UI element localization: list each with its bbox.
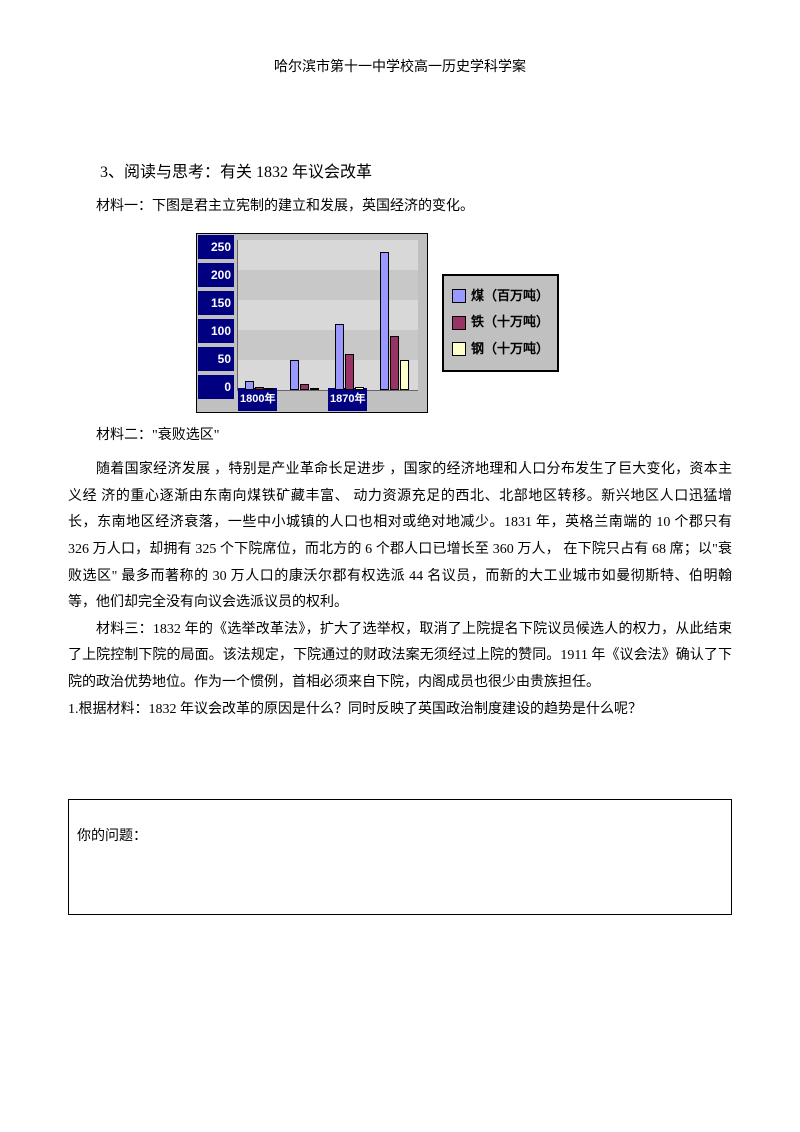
ytick-100: 100	[198, 319, 234, 344]
section-title: 3、阅读与思考：有关 1832 年议会改革	[68, 158, 732, 188]
swatch-iron	[452, 316, 466, 330]
ytick-150: 150	[198, 291, 234, 316]
ytick-200: 200	[198, 263, 234, 288]
legend-label-iron: 铁（十万吨）	[471, 310, 549, 335]
legend-item-iron: 铁（十万吨）	[452, 310, 549, 335]
material1-intro: 材料一：下图是君主立宪制的建立和发展，英国经济的变化。	[68, 194, 732, 221]
page-header: 哈尔滨市第十一中学校高一历史学科学案	[68, 55, 732, 82]
bar-g1-coal	[245, 381, 254, 390]
paragraph-1: 随着国家经济发展 ，特别是产业革命长足进步 ，国家的经济地理和人口分布发生了巨大…	[68, 457, 732, 617]
xtick-1800: 1800年	[238, 388, 277, 411]
legend-item-coal: 煤（百万吨）	[452, 284, 549, 309]
bar-g3-coal	[335, 324, 344, 390]
legend-label-steel: 钢（十万吨）	[471, 337, 549, 362]
bar-g4-iron	[390, 336, 399, 390]
swatch-steel	[452, 342, 466, 356]
bar-g1-iron	[255, 387, 264, 390]
bar-g3-iron	[345, 354, 354, 390]
bar-g4-steel	[400, 360, 409, 390]
material2-title: 材料二："衰败选区"	[68, 423, 732, 450]
paragraph-2: 材料三：1832 年的《选举改革法》，扩大了选举权，取消了上院提名下院议员候选人…	[68, 617, 732, 697]
chart-container: 250 200 150 100 50 0 1800年 1870年	[196, 233, 732, 413]
xtick-1870: 1870年	[328, 388, 367, 411]
bar-g3-steel	[355, 387, 364, 390]
bar-g2-iron	[300, 384, 309, 390]
swatch-coal	[452, 289, 466, 303]
chart-legend: 煤（百万吨） 铁（十万吨） 钢（十万吨）	[442, 274, 559, 372]
ytick-250: 250	[198, 235, 234, 260]
question-1: 1.根据材料：1832 年议会改革的原因是什么？同时反映了英国政治制度建设的趋势…	[68, 697, 732, 724]
your-question-label: 你的问题：	[77, 829, 147, 844]
legend-item-steel: 钢（十万吨）	[452, 337, 549, 362]
bar-g1-steel	[265, 388, 274, 390]
bar-chart: 250 200 150 100 50 0 1800年 1870年	[196, 233, 428, 413]
bar-g2-coal	[290, 360, 299, 390]
bar-g2-steel	[310, 388, 319, 390]
ytick-0: 0	[198, 375, 234, 400]
ytick-50: 50	[198, 347, 234, 372]
bar-g4-coal	[380, 252, 389, 390]
your-question-box: 你的问题：	[68, 799, 732, 915]
legend-label-coal: 煤（百万吨）	[471, 284, 549, 309]
